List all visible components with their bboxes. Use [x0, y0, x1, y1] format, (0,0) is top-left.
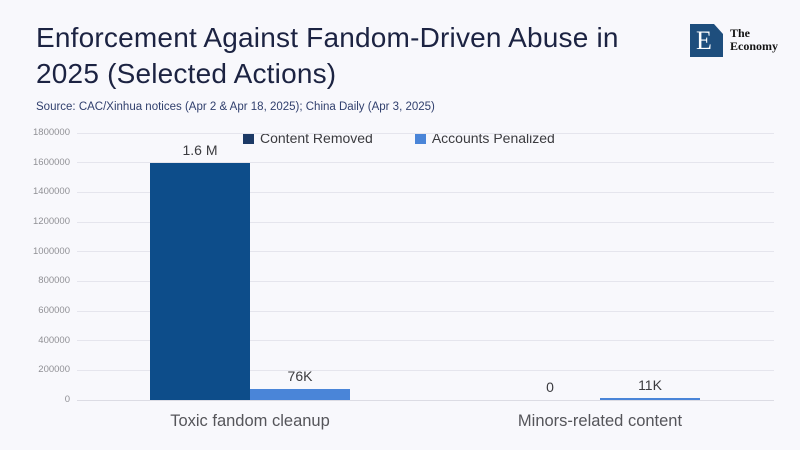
gridline [77, 191, 774, 193]
gridline [77, 280, 774, 282]
gridline [77, 162, 774, 164]
bar-accounts-penalized [250, 389, 350, 400]
category-label: Toxic fandom cleanup [170, 412, 330, 430]
gridline [77, 369, 774, 371]
gridline [77, 251, 774, 253]
y-axis-tick-label: 600000 [38, 305, 70, 316]
gridline [77, 221, 774, 223]
legend-swatch-icon [243, 132, 254, 144]
y-axis-tick-label: 1400000 [33, 186, 70, 198]
source-note: Source: CAC/Xinhua notices (Apr 2 & Apr … [36, 101, 435, 113]
bar-content-removed [150, 163, 250, 400]
bar-value-label: 0 [546, 379, 554, 395]
bar-value-label: 11K [638, 377, 662, 393]
y-axis-tick-label: 1200000 [33, 216, 70, 227]
gridline [77, 340, 774, 342]
y-axis-tick-label: 800000 [38, 275, 70, 287]
legend-item-accounts-penalized: Accounts Penalized [414, 130, 555, 146]
chart-legend: Content Removed Accounts Penalized [243, 130, 555, 146]
legend-label: Content Removed [260, 130, 373, 146]
legend-swatch-icon [414, 132, 426, 144]
bar-accounts-penalized [600, 398, 700, 400]
bar-value-label: 76K [287, 368, 313, 384]
y-axis-tick-label: 0 [64, 394, 70, 405]
bar-value-label: 1.6 M [182, 142, 218, 158]
legend-label: Accounts Penalized [431, 130, 555, 146]
y-axis-tick-label: 1800000 [33, 127, 70, 138]
gridline [77, 310, 774, 312]
logo-word-line2: Economy [730, 39, 778, 53]
logo-wordmark: The Economy [730, 27, 778, 53]
y-axis-tick-label: 1000000 [33, 245, 70, 257]
logo-word-line1: The [730, 26, 751, 40]
logo-notch-icon [714, 24, 723, 34]
y-axis-tick-label: 400000 [38, 334, 70, 346]
y-axis-tick-label: 1600000 [33, 156, 70, 168]
logo-letter: E [696, 25, 712, 55]
gridline [77, 399, 774, 401]
gridline [77, 132, 774, 134]
brand-logo: E The Economy [690, 24, 778, 57]
category-label: Minors-related content [517, 412, 683, 430]
logo-e-mark-icon: E [690, 24, 723, 57]
page-title: Enforcement Against Fandom-Driven Abuse … [36, 22, 619, 89]
y-axis-tick-label: 200000 [38, 364, 70, 376]
legend-item-content-removed: Content Removed [243, 130, 373, 146]
